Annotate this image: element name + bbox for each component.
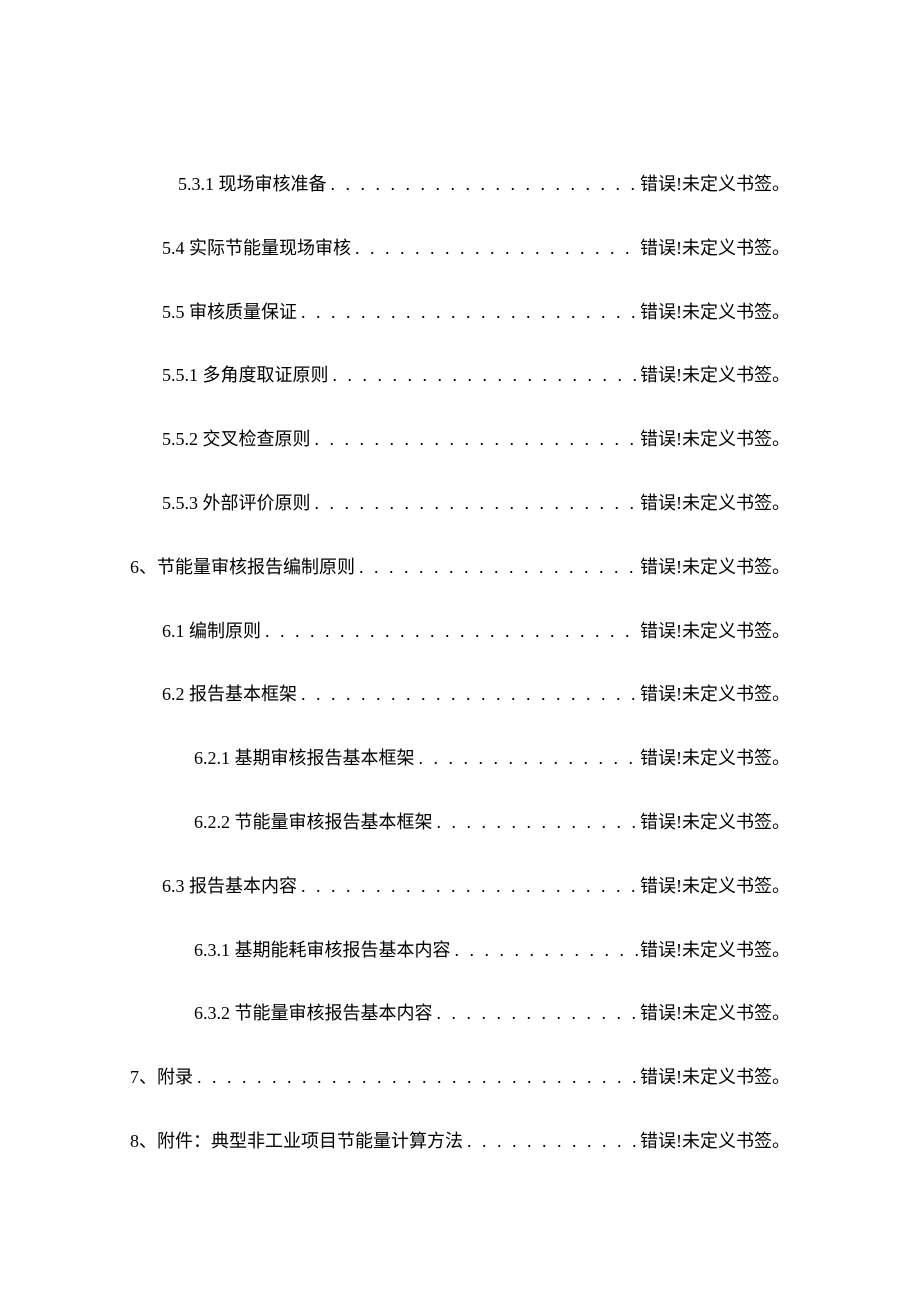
toc-label: 5.5.3 外部评价原则 (162, 489, 311, 518)
toc-dots: . . . . . . . . . . . . . . . . . . . . … (415, 744, 641, 773)
toc-dots: . . . . . . . . . . . . . . . . . . . . … (451, 936, 641, 965)
toc-entry: 6.2 报告基本框架 . . . . . . . . . . . . . . .… (130, 680, 790, 709)
toc-dots: . . . . . . . . . . . . . . . . . . . . … (433, 999, 641, 1028)
toc-label: 7、附录 (130, 1063, 193, 1092)
toc-entry: 5.4 实际节能量现场审核 . . . . . . . . . . . . . … (130, 234, 790, 263)
toc-dots: . . . . . . . . . . . . . . . . . . . . … (193, 1063, 640, 1092)
toc-label: 6.3.1 基期能耗审核报告基本内容 (194, 936, 451, 965)
toc-dots: . . . . . . . . . . . . . . . . . . . . … (329, 361, 641, 390)
toc-page-ref: 错误!未定义书签。 (640, 999, 790, 1028)
toc-page-ref: 错误!未定义书签。 (640, 361, 790, 390)
toc-label: 5.5.1 多角度取证原则 (162, 361, 329, 390)
toc-page-ref: 错误!未定义书签。 (640, 425, 790, 454)
toc-page-ref: 错误!未定义书签。 (640, 680, 790, 709)
toc-dots: . . . . . . . . . . . . . . . . . . . . … (311, 489, 641, 518)
toc-entry: 5.5.3 外部评价原则 . . . . . . . . . . . . . .… (130, 489, 790, 518)
toc-label: 6.3.2 节能量审核报告基本内容 (194, 999, 433, 1028)
table-of-contents: 5.3.1 现场审核准备 . . . . . . . . . . . . . .… (130, 170, 790, 1156)
toc-page-ref: 错误!未定义书签。 (640, 744, 790, 773)
toc-entry: 6.2.2 节能量审核报告基本框架 . . . . . . . . . . . … (130, 808, 790, 837)
toc-label: 5.5 审核质量保证 (162, 298, 297, 327)
toc-dots: . . . . . . . . . . . . . . . . . . . . … (355, 553, 640, 582)
toc-dots: . . . . . . . . . . . . . . . . . . . . … (297, 298, 640, 327)
toc-entry: 8、附件：典型非工业项目节能量计算方法 . . . . . . . . . . … (130, 1127, 790, 1156)
toc-entry: 6.3.1 基期能耗审核报告基本内容 . . . . . . . . . . .… (130, 936, 790, 965)
toc-entry: 6、节能量审核报告编制原则 . . . . . . . . . . . . . … (130, 553, 790, 582)
toc-page-ref: 错误!未定义书签。 (640, 1063, 790, 1092)
toc-page-ref: 错误!未定义书签。 (640, 872, 790, 901)
toc-label: 5.5.2 交叉检查原则 (162, 425, 311, 454)
toc-page-ref: 错误!未定义书签。 (640, 1127, 790, 1156)
toc-dots: . . . . . . . . . . . . . . . . . . . . … (463, 1127, 640, 1156)
toc-dots: . . . . . . . . . . . . . . . . . . . . … (261, 617, 640, 646)
toc-label: 6.3 报告基本内容 (162, 872, 297, 901)
toc-entry: 5.5.1 多角度取证原则 . . . . . . . . . . . . . … (130, 361, 790, 390)
toc-page-ref: 错误!未定义书签。 (640, 234, 790, 263)
toc-entry: 6.3 报告基本内容 . . . . . . . . . . . . . . .… (130, 872, 790, 901)
toc-page-ref: 错误!未定义书签。 (640, 489, 790, 518)
toc-page-ref: 错误!未定义书签。 (640, 808, 790, 837)
toc-dots: . . . . . . . . . . . . . . . . . . . . … (311, 425, 641, 454)
toc-page-ref: 错误!未定义书签。 (640, 170, 790, 199)
toc-page-ref: 错误!未定义书签。 (640, 298, 790, 327)
toc-entry: 6.2.1 基期审核报告基本框架 . . . . . . . . . . . .… (130, 744, 790, 773)
toc-entry: 7、附录 . . . . . . . . . . . . . . . . . .… (130, 1063, 790, 1092)
toc-entry: 5.5.2 交叉检查原则 . . . . . . . . . . . . . .… (130, 425, 790, 454)
toc-entry: 6.3.2 节能量审核报告基本内容 . . . . . . . . . . . … (130, 999, 790, 1028)
toc-label: 8、附件：典型非工业项目节能量计算方法 (130, 1127, 463, 1156)
toc-label: 6.2.2 节能量审核报告基本框架 (194, 808, 433, 837)
toc-page-ref: 错误!未定义书签。 (640, 553, 790, 582)
toc-page-ref: 错误!未定义书签。 (640, 936, 790, 965)
toc-entry: 6.1 编制原则 . . . . . . . . . . . . . . . .… (130, 617, 790, 646)
toc-dots: . . . . . . . . . . . . . . . . . . . . … (351, 234, 640, 263)
toc-label: 6.1 编制原则 (162, 617, 261, 646)
toc-dots: . . . . . . . . . . . . . . . . . . . . … (297, 680, 640, 709)
toc-dots: . . . . . . . . . . . . . . . . . . . . … (433, 808, 641, 837)
toc-entry: 5.3.1 现场审核准备 . . . . . . . . . . . . . .… (130, 170, 790, 199)
toc-label: 6.2 报告基本框架 (162, 680, 297, 709)
toc-label: 5.3.1 现场审核准备 (178, 170, 327, 199)
toc-label: 5.4 实际节能量现场审核 (162, 234, 351, 263)
toc-dots: . . . . . . . . . . . . . . . . . . . . … (297, 872, 640, 901)
toc-label: 6.2.1 基期审核报告基本框架 (194, 744, 415, 773)
toc-entry: 5.5 审核质量保证 . . . . . . . . . . . . . . .… (130, 298, 790, 327)
toc-dots: . . . . . . . . . . . . . . . . . . . . … (327, 170, 641, 199)
toc-label: 6、节能量审核报告编制原则 (130, 553, 355, 582)
toc-page-ref: 错误!未定义书签。 (640, 617, 790, 646)
